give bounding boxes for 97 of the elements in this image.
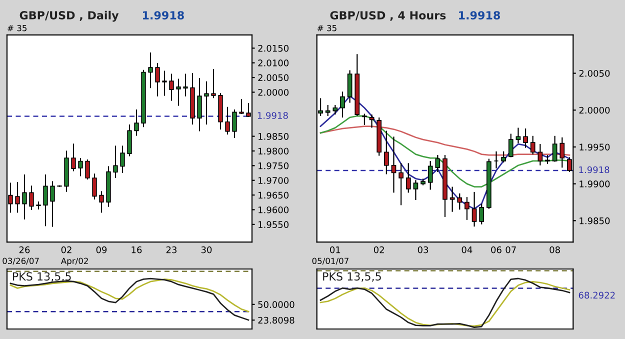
candlestick	[50, 180, 55, 228]
y-tick-label: 1.9800	[258, 148, 289, 155]
y-tick-label: 1.9900	[580, 180, 610, 188]
candlestick	[428, 160, 433, 190]
x-tick-label: 06	[491, 246, 502, 254]
x-tick-label: 30	[201, 246, 212, 254]
candlestick	[508, 133, 514, 158]
candlestick	[239, 98, 244, 115]
candlestick	[169, 73, 174, 102]
y-tick-label: 2.0000	[258, 88, 289, 96]
text: Apr/02	[60, 258, 88, 266]
candlestick	[435, 154, 440, 173]
candlestick	[127, 124, 132, 157]
candlestick	[472, 191, 477, 228]
candlestick	[78, 157, 83, 177]
chart-title: GBP/USD , Daily	[20, 10, 119, 22]
chart-subtitle: 1.9918	[459, 11, 500, 20]
candlestick	[183, 73, 188, 97]
chart-title: PKS 13,5,5	[12, 272, 71, 282]
candlestick	[530, 135, 536, 155]
candlestick	[155, 62, 160, 97]
y-tick-label: 1.9550	[258, 221, 289, 228]
y-tick-label: 50.0000	[258, 301, 294, 308]
candlestick	[391, 136, 396, 194]
candlestick	[538, 143, 543, 166]
y-tick-label: 2.0050	[579, 70, 610, 77]
candlestick	[225, 106, 230, 136]
candlestick	[384, 130, 389, 175]
candlestick	[340, 91, 345, 118]
candlestick	[501, 150, 506, 163]
x-tick-label: 23	[166, 246, 177, 254]
ref-line-label: 1.9918	[258, 112, 288, 119]
candlestick	[516, 127, 521, 144]
y-tick-label: 2.0000	[579, 106, 610, 114]
x-tick-label: 03	[418, 246, 428, 254]
candlestick	[332, 104, 338, 116]
candlestick	[176, 78, 181, 106]
candlestick	[120, 145, 125, 174]
candlestick	[99, 190, 104, 214]
candlestick	[325, 104, 330, 117]
text: # 35	[318, 24, 336, 32]
candlestick	[71, 143, 76, 172]
candlestick	[113, 145, 118, 179]
ref-line-label: 1.9918	[579, 166, 610, 174]
candlestick	[134, 108, 139, 136]
candlestick	[148, 52, 153, 89]
candlestick	[560, 136, 565, 168]
text: 05/01/07	[312, 258, 348, 265]
candlestick	[552, 135, 558, 162]
x-tick-label: 09	[96, 246, 107, 254]
candlestick	[43, 174, 48, 227]
candlestick	[232, 108, 237, 139]
candlestick	[479, 203, 484, 225]
candlestick	[162, 70, 167, 96]
candlestick	[204, 80, 209, 126]
candlestick	[413, 180, 418, 201]
x-tick-label: 26	[19, 246, 30, 254]
candlestick	[22, 174, 27, 220]
text: 68.2922	[578, 292, 615, 299]
y-tick-label: 1.9950	[580, 144, 610, 151]
y-tick-label: 1.9650	[258, 192, 289, 199]
y-tick-label: 1.9700	[258, 177, 289, 184]
chart-title: PKS 13,5,5	[323, 272, 381, 282]
x-tick-label: 08	[550, 246, 560, 254]
x-tick-label: 02	[61, 246, 72, 254]
candlestick	[85, 158, 90, 180]
y-tick-label: 1.9850	[580, 217, 610, 224]
candlestick	[457, 192, 462, 210]
y-tick-label: 23.8098	[258, 316, 294, 324]
chart-subtitle: 1.9918	[143, 11, 184, 20]
x-tick-label: 04	[462, 246, 472, 254]
candlestick	[347, 70, 352, 104]
y-tick-label: 2.0100	[258, 60, 289, 66]
y-tick-label: 2.0150	[258, 44, 289, 52]
y-tick-label: 1.9600	[258, 206, 289, 214]
text: 03/26/07	[2, 258, 39, 265]
x-tick-label: 07	[506, 246, 516, 254]
candlestick	[197, 78, 202, 132]
x-tick-label: 01	[330, 246, 340, 254]
candlestick	[369, 114, 374, 128]
candlestick	[523, 128, 528, 148]
y-tick-label: 1.9750	[258, 162, 289, 170]
candlestick	[450, 186, 455, 212]
candlestick	[15, 182, 20, 214]
candlestick	[406, 162, 411, 194]
candlestick	[464, 196, 470, 220]
x-tick-label: 02	[374, 246, 384, 254]
chart-title: GBP/USD , 4 Hours	[330, 11, 446, 21]
candlestick	[362, 113, 367, 126]
y-tick-label: 1.9850	[258, 133, 289, 140]
candlestick	[29, 185, 34, 211]
candlestick	[211, 68, 216, 99]
candlestick	[92, 173, 97, 200]
candlestick	[398, 162, 404, 206]
x-tick-label: 16	[132, 246, 142, 254]
text: # 35	[8, 24, 27, 32]
y-tick-label: 2.0050	[258, 74, 289, 82]
